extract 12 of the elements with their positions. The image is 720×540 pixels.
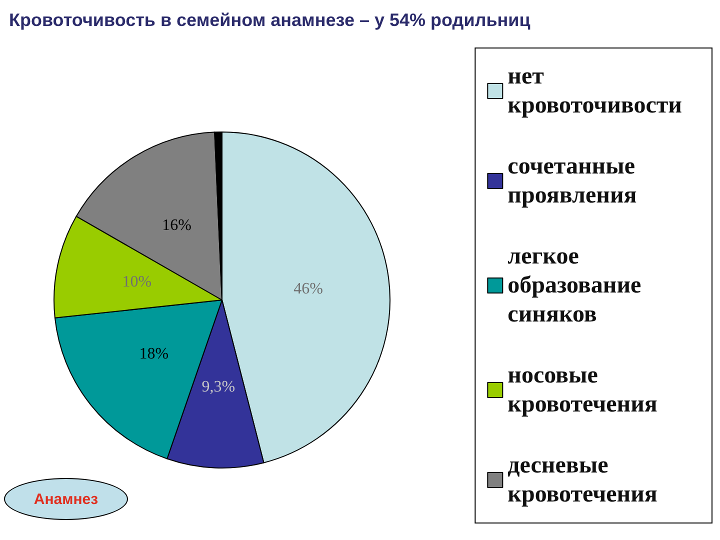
data-label: 16%: [162, 217, 192, 234]
oval-button: Анамнез: [4, 478, 128, 520]
data-label: 9,3%: [202, 378, 236, 396]
data-label: 18%: [139, 346, 169, 363]
legend-label: легкое образование синяков: [508, 244, 642, 328]
chart-title: Кровоточивость в семейном анамнезе – у 54% родильниц: [9, 10, 530, 30]
legend-label: носовые кровотечения: [508, 362, 658, 418]
data-label: 10%: [122, 274, 152, 291]
legend-label: нет кровоточивости: [508, 64, 682, 118]
legend-label: десневые кровотечения: [508, 452, 658, 508]
legend-label: сочетанные проявления: [508, 154, 637, 208]
data-label: 46%: [294, 280, 323, 298]
